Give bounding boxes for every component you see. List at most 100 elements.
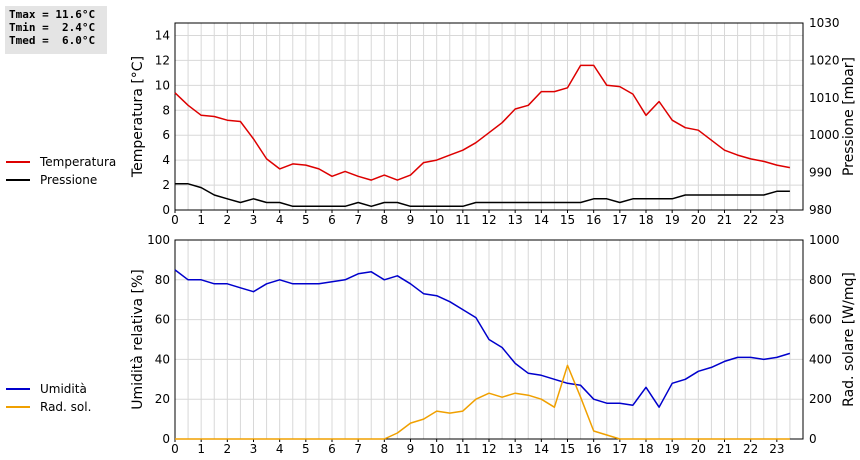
bottom-x-tick-label: 3 (250, 442, 258, 456)
top-y-left-tick-label: 6 (162, 128, 170, 142)
legend-swatch-rad-sol (6, 406, 30, 408)
bottom-x-tick-label: 14 (534, 442, 549, 456)
series-line-rad-sol (175, 364, 790, 440)
bottom-x-tick-label: 19 (665, 442, 680, 456)
top-x-tick-label: 11 (455, 213, 470, 227)
legend-label-umidita: Umidità (40, 382, 87, 396)
bottom-y-right-tick-label: 600 (809, 313, 832, 327)
top-x-tick-label: 3 (250, 213, 258, 227)
tmin-text: Tmin = 2.4°C (9, 21, 96, 34)
top-chart: 0 1 2 3 4 5 6 7 8 9 10 11 12 13 14 15 16 17 18 19 20 21 22 2302… (130, 16, 857, 227)
bottom-y-right-tick-label: 400 (809, 352, 832, 366)
legend-label-pressione: Pressione (40, 173, 98, 187)
legend-label-temperatura: Temperatura (40, 155, 117, 169)
top-y-right-title: Pressione [mbar] (841, 57, 857, 176)
legend-swatch-umidita (6, 388, 30, 390)
bottom-y-left-tick-label: 40 (155, 352, 170, 366)
top-x-tick-label: 21 (717, 213, 732, 227)
legend-swatch-temperatura (6, 161, 30, 163)
bottom-x-tick-label: 0 (171, 442, 179, 456)
top-x-tick-label: 9 (407, 213, 415, 227)
top-y-right-tick-label: 1030 (809, 16, 840, 30)
top-x-tick-label: 10 (429, 213, 444, 227)
top-x-tick-label: 14 (534, 213, 549, 227)
top-x-tick-label: 4 (276, 213, 284, 227)
bottom-x-tick-label: 12 (481, 442, 496, 456)
legend-bottom: Umidità Rad. sol. (6, 380, 91, 416)
top-x-tick-label: 7 (354, 213, 362, 227)
top-x-tick-label: 20 (691, 213, 706, 227)
top-x-tick-label: 5 (302, 213, 310, 227)
bottom-x-tick-label: 23 (769, 442, 784, 456)
legend-label-rad-sol: Rad. sol. (40, 400, 92, 414)
top-y-left-tick-label: 14 (155, 28, 170, 42)
bottom-y-left-tick-label: 0 (162, 432, 170, 446)
top-x-tick-label: 2 (224, 213, 232, 227)
bottom-y-left-tick-label: 80 (155, 273, 170, 287)
top-y-left-title: Temperatura [°C] (130, 56, 146, 178)
top-x-tick-label: 18 (638, 213, 653, 227)
tmax-text: Tmax = 11.6°C (9, 8, 96, 21)
top-y-right-tick-label: 990 (809, 166, 832, 180)
bottom-y-left-tick-label: 60 (155, 313, 170, 327)
bottom-x-tick-label: 17 (612, 442, 627, 456)
top-y-right-tick-label: 980 (809, 203, 832, 217)
series-line-umidit (174, 269, 791, 408)
bottom-x-tick-label: 4 (276, 442, 284, 456)
top-x-tick-label: 1 (197, 213, 205, 227)
bottom-chart: 0 1 2 3 4 5 6 7 8 9 10 11 12 13 14 15 16 17 18 19 20 21 22 2302… (130, 233, 857, 456)
bottom-x-tick-label: 8 (381, 442, 389, 456)
bottom-x-tick-label: 20 (691, 442, 706, 456)
top-x-tick-label: 8 (381, 213, 389, 227)
top-x-tick-label: 0 (171, 213, 179, 227)
bottom-x-tick-label: 11 (455, 442, 470, 456)
top-y-left-tick-label: 2 (162, 178, 170, 192)
bottom-x-tick-label: 13 (508, 442, 523, 456)
top-x-tick-label: 13 (508, 213, 523, 227)
bottom-y-right-tick-label: 800 (809, 273, 832, 287)
bottom-y-left-tick-label: 20 (155, 392, 170, 406)
bottom-x-tick-label: 2 (224, 442, 232, 456)
tmed-text: Tmed = 6.0°C (9, 34, 96, 47)
top-y-left-tick-label: 12 (155, 53, 170, 67)
top-x-tick-label: 15 (560, 213, 575, 227)
series-line-pressione (175, 183, 790, 208)
top-x-tick-label: 23 (769, 213, 784, 227)
legend-item-temperatura: Temperatura (6, 153, 116, 171)
bottom-x-tick-label: 7 (354, 442, 362, 456)
bottom-x-tick-label: 6 (328, 442, 336, 456)
top-y-left-tick-label: 8 (162, 103, 170, 117)
bottom-x-tick-label: 18 (638, 442, 653, 456)
stats-box: Tmax = 11.6°C Tmin = 2.4°C Tmed = 6.0°C (5, 6, 107, 54)
series-line-temperatura (174, 64, 791, 181)
top-y-left-tick-label: 4 (162, 153, 170, 167)
top-x-tick-label: 12 (481, 213, 496, 227)
bottom-x-tick-label: 16 (586, 442, 601, 456)
legend-item-umidita: Umidità (6, 380, 91, 398)
bottom-y-right-title: Rad. solare [W/mq] (841, 272, 857, 407)
bottom-y-right-tick-label: 1000 (809, 233, 840, 247)
bottom-x-tick-label: 10 (429, 442, 444, 456)
bottom-x-tick-label: 5 (302, 442, 310, 456)
top-y-right-tick-label: 1010 (809, 91, 840, 105)
top-x-tick-label: 19 (665, 213, 680, 227)
legend-swatch-pressione (6, 179, 30, 181)
top-y-right-tick-label: 1020 (809, 53, 840, 67)
top-x-tick-label: 16 (586, 213, 601, 227)
bottom-x-tick-label: 9 (407, 442, 415, 456)
top-y-left-tick-label: 10 (155, 78, 170, 92)
top-y-left-tick-label: 0 (162, 203, 170, 217)
top-x-tick-label: 22 (743, 213, 758, 227)
bottom-y-right-tick-label: 0 (809, 432, 817, 446)
bottom-y-right-tick-label: 200 (809, 392, 832, 406)
top-x-tick-label: 6 (328, 213, 336, 227)
legend-item-rad-sol: Rad. sol. (6, 398, 91, 416)
legend-top: Temperatura Pressione (6, 153, 116, 189)
bottom-x-tick-label: 22 (743, 442, 758, 456)
legend-item-pressione: Pressione (6, 171, 116, 189)
top-y-right-tick-label: 1000 (809, 128, 840, 142)
bottom-y-left-tick-label: 100 (147, 233, 170, 247)
top-x-tick-label: 17 (612, 213, 627, 227)
bottom-x-tick-label: 15 (560, 442, 575, 456)
